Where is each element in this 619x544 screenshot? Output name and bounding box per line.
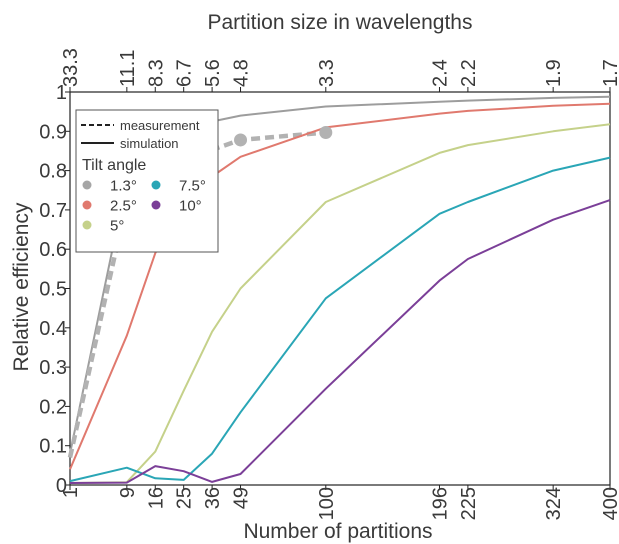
y-tick-label: 0.5 — [39, 279, 67, 301]
y-tick-label: 0.4 — [39, 318, 67, 340]
x-axis-title: Number of partitions — [243, 520, 432, 543]
legend-series-label-2: 5° — [110, 218, 124, 235]
x-tick-label: 25 — [174, 487, 196, 509]
y-tick-label: 0.3 — [39, 357, 67, 379]
legend-dot-3 — [151, 180, 161, 190]
legend-box — [75, 109, 219, 253]
y-tick-label: 0.7 — [39, 200, 67, 222]
legend-series-label-0: 1.3° — [110, 178, 137, 195]
y-tick-label: 1 — [56, 82, 67, 104]
x-tick-label: 225 — [458, 487, 480, 520]
series-line-simulation-4 — [69, 156, 611, 483]
legend-series-label-3: 7.5° — [179, 178, 206, 195]
top-x-tick-label: 8.3 — [145, 59, 167, 87]
x-tick-label: 324 — [543, 487, 565, 520]
y-tick-label: 0.6 — [39, 239, 67, 261]
top-x-tick-label: 2.2 — [458, 59, 480, 87]
legend-dot-1 — [82, 200, 92, 210]
legend-measurement-label: measurement — [120, 118, 200, 133]
x-tick-label: 1 — [60, 487, 82, 498]
legend: measurement simulation Tilt angle 1.3° 2.5° 5… — [75, 109, 219, 253]
axes: 0 0.1 0.2 0.3 0.4 0.5 0.6 0.7 0.8 0.9 1 1 9 16 25 36 49 1… — [39, 48, 619, 520]
y-tick-label: 0 — [56, 475, 67, 497]
top-x-tick-label: 6.7 — [174, 59, 196, 87]
top-x-tick-label: 3.3 — [316, 59, 338, 87]
x-tick-label: 100 — [316, 487, 338, 520]
x-tick-label: 196 — [429, 487, 451, 520]
series-line-simulation-3 — [69, 123, 611, 484]
x-tick-label: 36 — [202, 487, 224, 509]
top-x-tick-label: 4.8 — [231, 59, 253, 87]
series-line-simulation-5 — [69, 199, 611, 484]
y-tick-label: 0.1 — [39, 436, 67, 458]
y-tick-label: 0.8 — [39, 161, 67, 183]
x-tick-label: 16 — [145, 487, 167, 509]
measurement-point — [234, 133, 248, 147]
legend-series-label-4: 10° — [179, 198, 202, 215]
y-tick-label: 0.2 — [39, 396, 67, 418]
legend-simulation-label: simulation — [120, 136, 179, 151]
series-line-simulation-2 — [69, 102, 611, 470]
legend-title: Tilt angle — [82, 157, 146, 174]
x-tick-label: 9 — [117, 487, 139, 498]
x-tick-label: 400 — [600, 487, 619, 520]
top-x-tick-label: 1.7 — [600, 59, 619, 87]
top-x-tick-label: 33.3 — [60, 48, 82, 87]
top-x-tick-label: 2.4 — [429, 59, 451, 87]
y-tick-label: 0.9 — [39, 121, 67, 143]
legend-dot-4 — [151, 200, 161, 210]
x-tick-label: 49 — [231, 487, 253, 509]
measurement-point — [319, 125, 333, 139]
top-axis-title: Partition size in wavelengths — [208, 11, 473, 34]
top-x-tick-label: 11.1 — [117, 50, 139, 87]
series-line-measurement-1 — [67, 130, 326, 458]
legend-series-label-1: 2.5° — [110, 198, 137, 215]
legend-dot-2 — [82, 220, 92, 230]
legend-dot-0 — [82, 180, 92, 190]
top-x-tick-label: 5.6 — [202, 59, 224, 87]
top-x-tick-label: 1.9 — [543, 59, 565, 87]
series-layer — [67, 95, 611, 484]
y-axis-title: Relative efficiency — [10, 202, 33, 371]
